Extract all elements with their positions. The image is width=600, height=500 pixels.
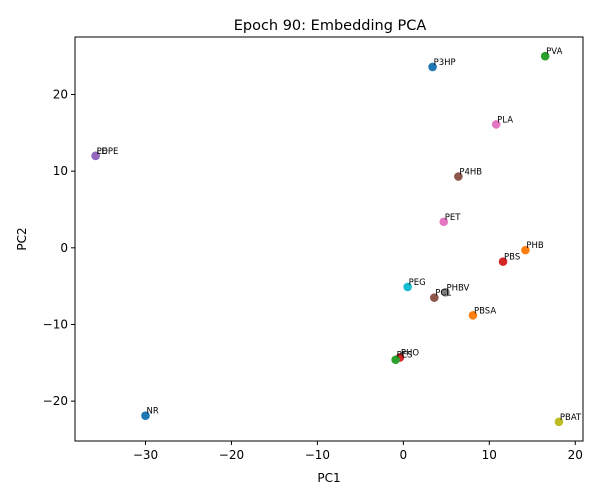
- x-tick-label: −10: [305, 448, 330, 462]
- y-tick-label: 0: [60, 241, 68, 255]
- point-label-pla: PLA: [497, 115, 513, 125]
- point-label-pcl: PCL: [435, 289, 451, 299]
- y-tick-label: −10: [43, 317, 68, 331]
- axis-ticks-layer: −30 −20 −10 0 10 20 −20 −10 0 10 20: [43, 87, 583, 462]
- point-label-pho: PHO: [401, 348, 420, 358]
- y-tick-label: −20: [43, 394, 68, 408]
- data-point-pva: [540, 51, 550, 61]
- data-point-pla: [491, 120, 501, 129]
- x-tick-label: 20: [568, 448, 583, 462]
- point-label-pva: PVA: [546, 47, 562, 57]
- y-tick-label: 10: [53, 164, 68, 178]
- data-point-ldpe: [91, 151, 100, 161]
- point-label-nr: NR: [146, 407, 158, 417]
- data-point-pbsa: [468, 310, 478, 320]
- point-label-phbv: PHBV: [446, 283, 469, 293]
- data-point-nr: [141, 411, 150, 421]
- point-label-p3hp: P3HP: [434, 58, 456, 68]
- data-point-phb: [521, 245, 530, 255]
- data-point-pet: [439, 217, 449, 227]
- data-point-pbs: [498, 257, 508, 266]
- data-point-pes: [391, 355, 400, 365]
- data-point-p3hp: [428, 62, 437, 72]
- x-tick-label: −30: [133, 448, 158, 462]
- point-label-p4hb: P4HB: [459, 168, 482, 178]
- data-point-pcl: [429, 293, 439, 302]
- y-axis-title: PC2: [15, 227, 29, 250]
- data-point-p4hb: [454, 172, 463, 181]
- point-label-pes: PES: [397, 351, 413, 361]
- x-tick-label: 0: [400, 448, 408, 462]
- chart-title: Epoch 90: Embedding PCA: [234, 18, 427, 34]
- point-label-pbsa: PBSA: [474, 306, 496, 316]
- point-label-pbat: PBAT: [560, 413, 582, 423]
- data-point-peg: [403, 282, 412, 292]
- point-label-pe: PE: [97, 147, 108, 157]
- point-label-pet: PET: [445, 213, 461, 223]
- y-tick-label: 20: [53, 87, 68, 101]
- data-point-pbat: [554, 417, 564, 427]
- point-label-peg: PEG: [409, 278, 426, 288]
- point-label-phb: PHB: [526, 241, 544, 251]
- point-label-pbs: PBS: [504, 253, 520, 263]
- plot-frame: [74, 36, 584, 442]
- data-point-phbv: [441, 287, 450, 297]
- x-tick-label: −20: [219, 448, 244, 462]
- x-axis-title: PC1: [317, 471, 340, 485]
- point-label-ldpe: LDPE: [97, 147, 119, 157]
- x-tick-label: 10: [482, 448, 497, 462]
